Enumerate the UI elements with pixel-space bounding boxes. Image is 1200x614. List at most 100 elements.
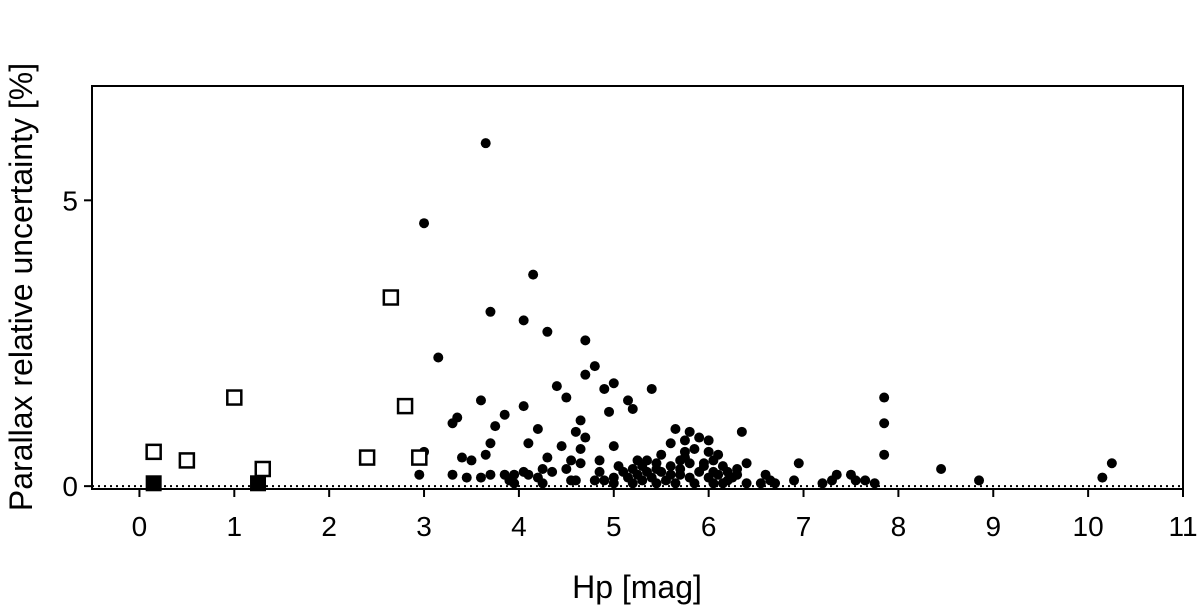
- data-point-circle: [1106, 458, 1117, 469]
- data-point-circle: [461, 472, 472, 483]
- data-point-circle: [708, 478, 719, 489]
- data-point-circle: [551, 381, 562, 392]
- data-point-circle: [528, 269, 539, 280]
- data-point-circle: [599, 383, 610, 394]
- data-point-circle: [623, 395, 634, 406]
- data-point-open-square: [396, 397, 414, 415]
- data-point-circle: [608, 378, 619, 389]
- data-point-circle: [599, 475, 610, 486]
- data-point-open-square: [226, 389, 243, 406]
- data-point-circle: [689, 443, 700, 454]
- data-point-circle: [679, 435, 690, 446]
- data-point-circle: [594, 455, 605, 466]
- data-point-circle: [741, 478, 752, 489]
- data-point-circle: [770, 478, 781, 489]
- x-axis-title: Hp [mag]: [572, 569, 702, 605]
- data-point-circle: [860, 475, 871, 486]
- data-point-circle: [641, 466, 652, 477]
- data-point-circle: [499, 409, 510, 420]
- data-point-circle: [485, 469, 496, 480]
- data-point-circle: [627, 478, 638, 489]
- data-point-circle: [879, 392, 890, 403]
- data-point-circle: [580, 369, 591, 380]
- data-point-circle: [532, 423, 543, 434]
- data-point-open-square: [382, 289, 400, 306]
- data-point-circle: [665, 461, 676, 472]
- data-point-circle: [570, 426, 581, 437]
- x-axis-ticks: 0 1 2 3 4 5 6 7 8 9 10 11: [132, 489, 1198, 542]
- data-point-circle: [1097, 472, 1108, 483]
- data-point-circle: [570, 475, 581, 486]
- data-point-circle: [684, 458, 695, 469]
- data-point-circle: [694, 432, 705, 443]
- data-point-open-square: [411, 449, 428, 466]
- data-point-circle: [627, 403, 638, 414]
- data-point-circle: [732, 469, 743, 480]
- data-point-circle: [608, 441, 619, 452]
- x-tick-label: 8: [891, 511, 907, 542]
- data-point-circle: [684, 426, 695, 437]
- data-point-circle: [755, 478, 766, 489]
- data-point-circle: [608, 478, 619, 489]
- y-tick-label: 5: [62, 185, 78, 216]
- data-point-circle: [523, 469, 534, 480]
- data-point-circle: [580, 335, 591, 346]
- data-point-circle: [665, 469, 676, 480]
- data-point-circle: [485, 438, 496, 449]
- data-point-circle: [433, 352, 444, 363]
- data-point-circle: [689, 478, 700, 489]
- x-tick-label: 11: [1168, 511, 1197, 542]
- x-tick-label: 7: [796, 511, 812, 542]
- x-tick-label: 10: [1073, 511, 1104, 542]
- data-point-circle: [670, 478, 681, 489]
- x-tick-label: 4: [511, 511, 527, 542]
- y-axis-ticks: 05: [62, 185, 92, 502]
- data-point-circle: [713, 449, 724, 460]
- data-point-circle: [879, 418, 890, 429]
- data-point-circle: [490, 421, 501, 432]
- data-point-circle: [651, 478, 662, 489]
- data-point-circle: [542, 452, 553, 463]
- data-point-circle: [670, 423, 681, 434]
- data-point-circle: [480, 449, 491, 460]
- data-point-circle: [575, 415, 586, 426]
- data-point-circle: [679, 446, 690, 457]
- plot-frame: [91, 85, 1184, 490]
- data-point-circle: [589, 475, 600, 486]
- data-point-circle: [632, 455, 643, 466]
- y-axis-title: Parallax relative uncertainty [%]: [3, 63, 39, 511]
- data-point-circle: [580, 432, 591, 443]
- data-point-circle: [789, 475, 800, 486]
- x-tick-label: 1: [227, 511, 243, 542]
- data-point-circle: [698, 461, 709, 472]
- x-tick-label: 3: [416, 511, 432, 542]
- data-point-circle: [708, 466, 719, 477]
- data-point-circle: [656, 449, 667, 460]
- x-tick-label: 6: [701, 511, 717, 542]
- data-point-circle: [793, 458, 804, 469]
- data-point-circle: [831, 469, 842, 480]
- data-point-circle: [523, 438, 534, 449]
- data-point-circle: [447, 418, 458, 429]
- data-point-circle: [589, 361, 600, 372]
- data-point-circle: [632, 469, 643, 480]
- data-point-circle: [717, 478, 728, 489]
- data-point-circle: [480, 138, 491, 149]
- data-point-circle: [561, 392, 572, 403]
- data-point-circle: [604, 406, 615, 417]
- data-point-circle: [566, 455, 577, 466]
- data-point-circle: [547, 466, 558, 477]
- data-point-circle: [475, 472, 486, 483]
- data-point-circle: [475, 395, 486, 406]
- data-point-circle: [509, 469, 520, 480]
- data-point-circle: [518, 315, 529, 326]
- data-point-circle: [537, 463, 548, 474]
- x-tick-label: 0: [132, 511, 148, 542]
- data-point-circle: [675, 463, 686, 474]
- data-point-circle: [703, 446, 714, 457]
- data-point-circle: [575, 458, 586, 469]
- data-point-circle: [537, 478, 548, 489]
- data-point-circle: [518, 401, 529, 412]
